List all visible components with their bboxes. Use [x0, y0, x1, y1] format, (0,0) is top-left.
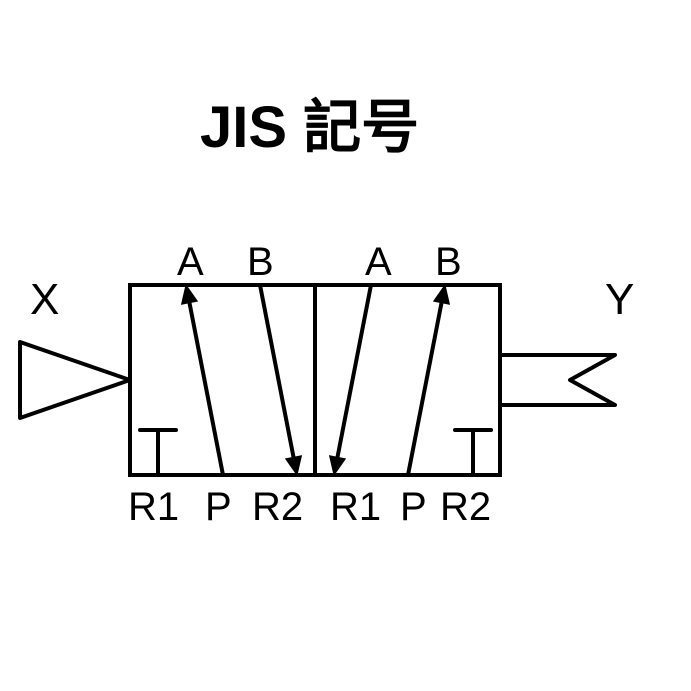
jis-symbol-diagram: JIS 記号 A B A B R1 P R2 R1 P R2 X Y: [0, 0, 691, 691]
port-label-P-right: P: [400, 485, 427, 530]
port-label-B-right: B: [435, 240, 462, 285]
port-label-A-left: A: [177, 240, 204, 285]
port-label-R1-left: R1: [128, 485, 179, 530]
port-label-A-right: A: [365, 240, 392, 285]
port-label-R2-left: R2: [252, 485, 303, 530]
port-label-R1-right: R1: [330, 485, 381, 530]
pilot-label-X: X: [30, 275, 59, 325]
port-label-B-left: B: [247, 240, 274, 285]
valve-symbol-svg: [0, 0, 691, 691]
port-label-P-left: P: [205, 485, 232, 530]
port-label-R2-right: R2: [440, 485, 491, 530]
pilot-label-Y: Y: [605, 275, 634, 325]
